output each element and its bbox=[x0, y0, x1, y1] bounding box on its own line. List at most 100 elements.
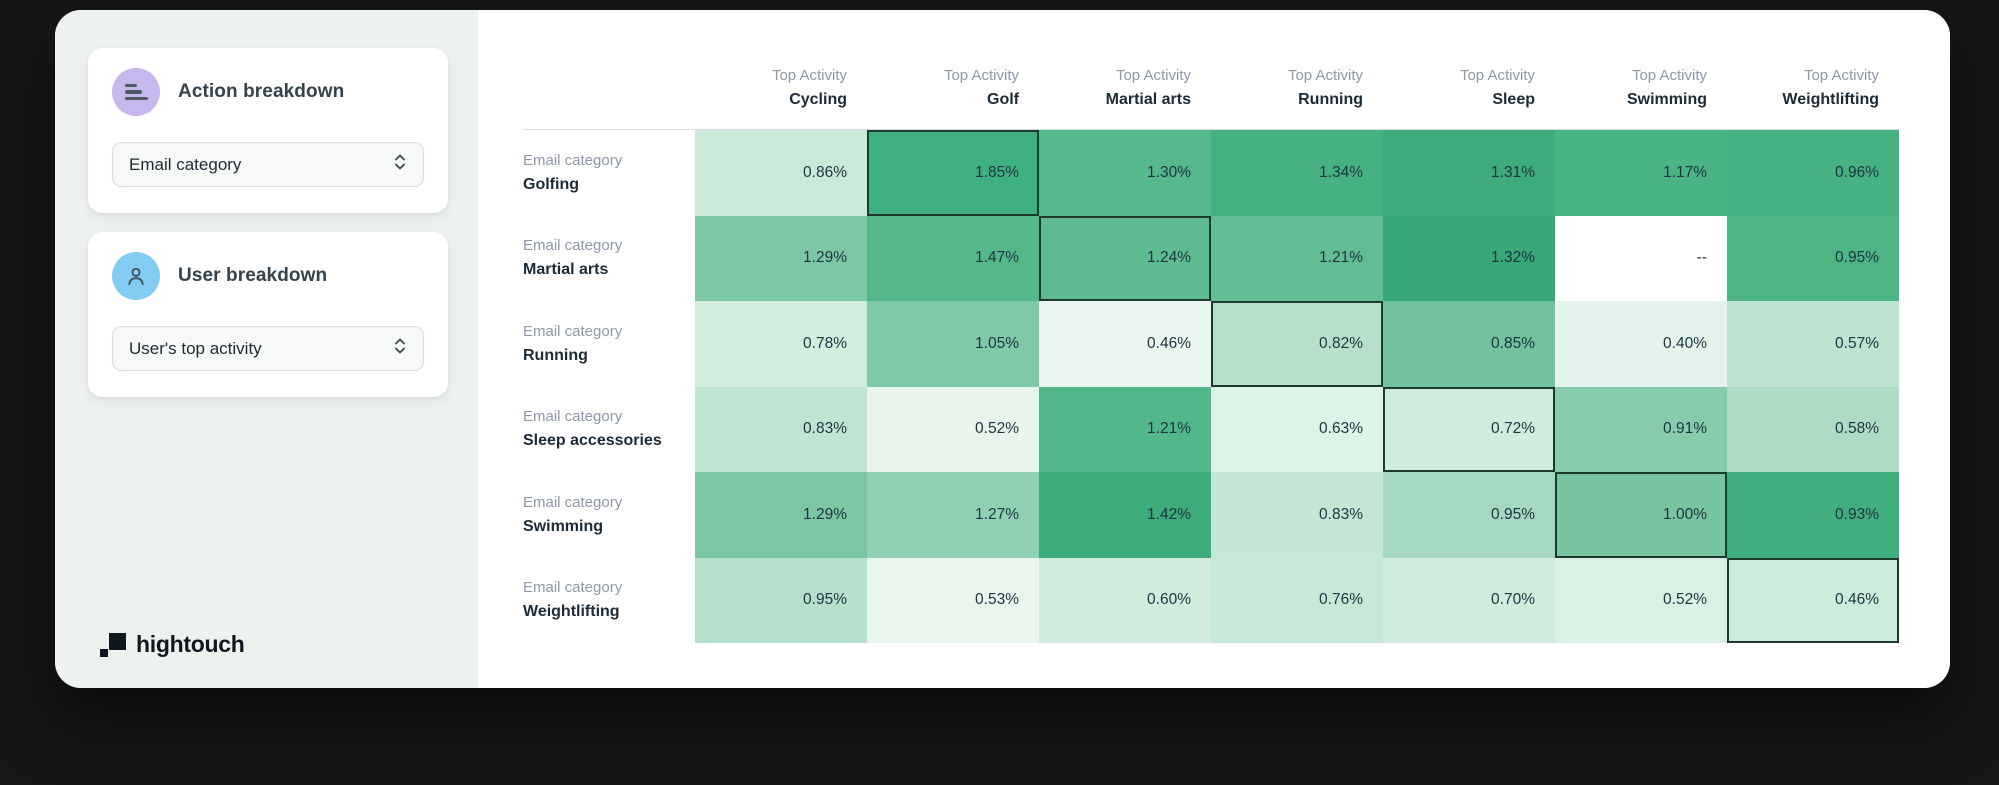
header-name: Martial arts bbox=[1105, 91, 1191, 108]
heatmap-corner bbox=[523, 10, 695, 130]
header-name: Weightlifting bbox=[523, 603, 620, 621]
heatmap-cell[interactable]: 0.76% bbox=[1211, 557, 1383, 643]
heatmap-cell[interactable]: 1.27% bbox=[867, 472, 1039, 558]
heatmap-cell[interactable]: 1.32% bbox=[1383, 215, 1555, 301]
column-header: Top Activity Martial arts bbox=[1039, 10, 1211, 130]
heatmap-cell[interactable]: 0.58% bbox=[1727, 386, 1899, 472]
heatmap-cell[interactable]: 0.85% bbox=[1383, 301, 1555, 387]
header-prefix: Top Activity bbox=[1115, 67, 1191, 84]
heatmap-cell[interactable]: 1.30% bbox=[1039, 130, 1211, 216]
heatmap-cell[interactable]: 0.96% bbox=[1727, 130, 1899, 216]
row-label: Email category Martial arts bbox=[523, 216, 695, 302]
header-prefix: Email category bbox=[523, 408, 623, 426]
header-name: Sleep accessories bbox=[523, 432, 662, 450]
column-header: Top Activity Sleep bbox=[1383, 10, 1555, 130]
heatmap-cell[interactable]: 1.29% bbox=[695, 215, 867, 301]
heatmap-cell[interactable]: 0.95% bbox=[1383, 472, 1555, 558]
heatmap-cell[interactable]: 0.46% bbox=[1727, 557, 1899, 643]
heatmap-cell[interactable]: 0.95% bbox=[695, 557, 867, 643]
heatmap-cell[interactable]: 0.70% bbox=[1383, 557, 1555, 643]
header-name: Running bbox=[1298, 91, 1363, 108]
heatmap-cell[interactable]: 0.95% bbox=[1727, 215, 1899, 301]
header-prefix: Email category bbox=[523, 493, 623, 511]
action-breakdown-select[interactable]: Email category bbox=[112, 142, 424, 187]
heatmap-cell[interactable]: 0.52% bbox=[867, 386, 1039, 472]
heatmap-cell[interactable]: 0.78% bbox=[695, 301, 867, 387]
user-breakdown-header: User breakdown bbox=[112, 252, 424, 300]
heatmap-cell[interactable]: 0.40% bbox=[1555, 301, 1727, 387]
heatmap-cell[interactable]: 1.47% bbox=[867, 215, 1039, 301]
heatmap-cell[interactable]: 0.72% bbox=[1383, 386, 1555, 472]
heatmap-cell[interactable]: 0.93% bbox=[1727, 472, 1899, 558]
column-header: Top Activity Golf bbox=[867, 10, 1039, 130]
column-header: Top Activity Swimming bbox=[1555, 10, 1727, 130]
heatmap-cell[interactable]: 1.24% bbox=[1039, 215, 1211, 301]
heatmap-cell[interactable]: 1.17% bbox=[1555, 130, 1727, 216]
chevron-up-down-icon bbox=[391, 334, 409, 363]
heatmap-cell[interactable]: 1.34% bbox=[1211, 130, 1383, 216]
heatmap-cell[interactable]: 1.85% bbox=[867, 130, 1039, 216]
heatmap: Top Activity Cycling Top Activity Golf Top A… bbox=[523, 10, 1899, 643]
heatmap-cell[interactable]: 0.46% bbox=[1039, 301, 1211, 387]
header-prefix: Email category bbox=[523, 151, 623, 169]
heatmap-cell[interactable]: 0.52% bbox=[1555, 557, 1727, 643]
sidebar: Action breakdown Email category bbox=[55, 10, 478, 688]
heatmap-cell[interactable]: 1.00% bbox=[1555, 472, 1727, 558]
header-prefix: Top Activity bbox=[1631, 67, 1707, 84]
header-prefix: Top Activity bbox=[943, 67, 1019, 84]
person-icon bbox=[112, 252, 160, 300]
header-prefix: Top Activity bbox=[771, 67, 847, 84]
heatmap-cell[interactable]: 0.86% bbox=[695, 130, 867, 216]
header-name: Running bbox=[523, 346, 588, 364]
header-name: Golf bbox=[987, 91, 1019, 108]
action-breakdown-title: Action breakdown bbox=[178, 81, 345, 102]
header-name: Weightlifting bbox=[1782, 91, 1879, 108]
header-name: Cycling bbox=[789, 91, 847, 108]
header-prefix: Email category bbox=[523, 579, 623, 597]
heatmap-cell[interactable]: 0.60% bbox=[1039, 557, 1211, 643]
column-header: Top Activity Running bbox=[1211, 10, 1383, 130]
header-prefix: Top Activity bbox=[1287, 67, 1363, 84]
hightouch-logo: hightouch bbox=[100, 631, 245, 658]
row-label: Email category Sleep accessories bbox=[523, 387, 695, 473]
header-prefix: Email category bbox=[523, 322, 623, 340]
row-label: Email category Running bbox=[523, 301, 695, 387]
heatmap-cell[interactable]: 0.57% bbox=[1727, 301, 1899, 387]
heatmap-cell[interactable]: 0.53% bbox=[867, 557, 1039, 643]
header-name: Swimming bbox=[523, 517, 604, 535]
hightouch-logo-text: hightouch bbox=[136, 631, 245, 657]
chevron-up-down-icon bbox=[391, 150, 409, 179]
column-header: Top Activity Cycling bbox=[695, 10, 867, 130]
heatmap-cell[interactable]: 1.05% bbox=[867, 301, 1039, 387]
user-breakdown-title: User breakdown bbox=[178, 265, 328, 286]
heatmap-cell[interactable]: 0.83% bbox=[1211, 472, 1383, 558]
heatmap-cell[interactable]: 0.63% bbox=[1211, 386, 1383, 472]
header-prefix: Email category bbox=[523, 237, 623, 255]
action-breakdown-header: Action breakdown bbox=[112, 68, 424, 116]
user-breakdown-select[interactable]: User's top activity bbox=[112, 326, 424, 371]
header-prefix: Top Activity bbox=[1803, 67, 1879, 84]
row-label: Email category Weightlifting bbox=[523, 558, 695, 644]
heatmap-cell[interactable]: 0.91% bbox=[1555, 386, 1727, 472]
action-breakdown-card: Action breakdown Email category bbox=[88, 48, 448, 213]
user-breakdown-card: User breakdown User's top activity bbox=[88, 232, 448, 397]
heatmap-panel: Top Activity Cycling Top Activity Golf Top A… bbox=[478, 10, 1950, 688]
header-name: Sleep bbox=[1492, 91, 1535, 108]
heatmap-cell[interactable]: 1.21% bbox=[1211, 215, 1383, 301]
heatmap-cell[interactable]: 0.82% bbox=[1211, 301, 1383, 387]
app-card: Action breakdown Email category bbox=[55, 10, 1950, 688]
row-label: Email category Golfing bbox=[523, 130, 695, 216]
hightouch-logo-icon bbox=[100, 632, 126, 658]
header-prefix: Top Activity bbox=[1459, 67, 1535, 84]
heatmap-cell[interactable]: -- bbox=[1555, 215, 1727, 301]
heatmap-cell[interactable]: 1.29% bbox=[695, 472, 867, 558]
header-name: Martial arts bbox=[523, 261, 609, 279]
heatmap-cell[interactable]: 1.42% bbox=[1039, 472, 1211, 558]
header-name: Golfing bbox=[523, 175, 579, 193]
heatmap-cell[interactable]: 0.83% bbox=[695, 386, 867, 472]
row-label: Email category Swimming bbox=[523, 472, 695, 558]
heatmap-cell[interactable]: 1.21% bbox=[1039, 386, 1211, 472]
heatmap-cell[interactable]: 1.31% bbox=[1383, 130, 1555, 216]
user-breakdown-select-value: User's top activity bbox=[129, 338, 262, 358]
breakdown-bars-icon bbox=[112, 68, 160, 116]
